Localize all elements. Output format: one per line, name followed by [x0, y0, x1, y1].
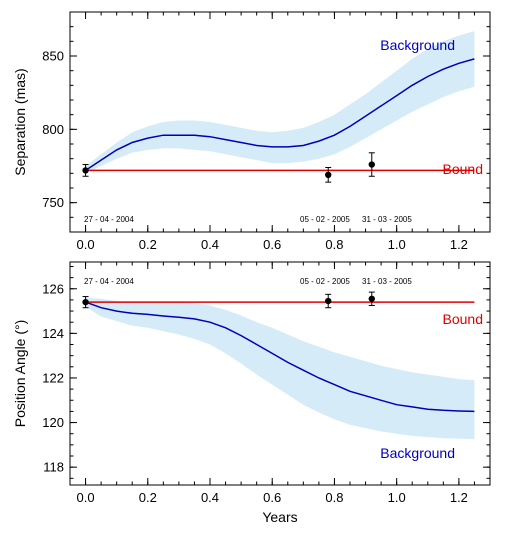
observation-point [82, 167, 89, 174]
x-tick-label: 0.6 [263, 237, 281, 252]
x-tick-label: 0.8 [325, 490, 343, 505]
observation-point [325, 297, 332, 305]
observation-point [368, 295, 375, 302]
x-tick-label: 1.0 [388, 237, 406, 252]
plot-area [85, 297, 475, 440]
x-tick-label: 0.2 [139, 237, 157, 252]
x-tick-label: 0.4 [201, 490, 219, 505]
background-uncertainty-band [85, 31, 475, 174]
x-tick-label: 1.0 [388, 490, 406, 505]
plot-frame [69, 261, 491, 486]
date-label: 31 - 03 - 2005 [362, 277, 412, 286]
bound-label: Bound [443, 311, 483, 327]
plot-frame [69, 11, 491, 233]
panel-1: Background Bound 0.0 0.2 0.4 0.6 0.8 1.0 1.2 750 8… [12, 11, 491, 252]
x-tick-label: 0.2 [139, 490, 157, 505]
x-tick-label: 0.4 [201, 237, 219, 252]
y-tick-label: 120 [42, 415, 64, 430]
y-tick-label: 122 [42, 370, 64, 385]
x-tick-label: 0.0 [77, 490, 95, 505]
bound-label: Bound [443, 161, 483, 177]
y-axis-title: Position Angle (°) [12, 320, 28, 428]
plot-area [85, 31, 475, 174]
y-tick-label: 850 [42, 49, 64, 64]
y-tick-label: 750 [42, 195, 64, 210]
observation-point [325, 171, 332, 178]
background-label: Background [380, 445, 455, 461]
background-label: Background [380, 37, 455, 53]
panel-2: Background Bound 0.0 0.2 0.4 0.6 0.8 1.0 1.2 118 1… [12, 261, 491, 525]
observation-point [82, 298, 89, 306]
background-line [85, 301, 475, 413]
x-tick-label: 0.6 [263, 490, 281, 505]
observation-point [368, 161, 375, 168]
y-tick-label: 126 [42, 281, 64, 296]
y-tick-label: 124 [42, 326, 64, 341]
date-label: 31 - 03 - 2005 [362, 215, 412, 224]
x-axis-title: Years [262, 509, 297, 525]
x-tick-label: 1.2 [450, 490, 468, 505]
x-tick-label: 0.0 [77, 237, 95, 252]
y-tick-label: 800 [42, 122, 64, 137]
date-label: 05 - 02 - 2005 [300, 277, 350, 286]
y-axis-title: Separation (mas) [12, 68, 28, 175]
date-label: 27 - 04 - 2004 [84, 215, 134, 224]
background-uncertainty-band [85, 297, 475, 440]
y-tick-label: 118 [43, 460, 64, 475]
x-tick-label: 0.8 [325, 237, 343, 252]
date-label: 05 - 02 - 2005 [300, 215, 350, 224]
date-label: 27 - 04 - 2004 [84, 277, 134, 286]
background-line [85, 58, 475, 172]
x-tick-label: 1.2 [450, 237, 468, 252]
